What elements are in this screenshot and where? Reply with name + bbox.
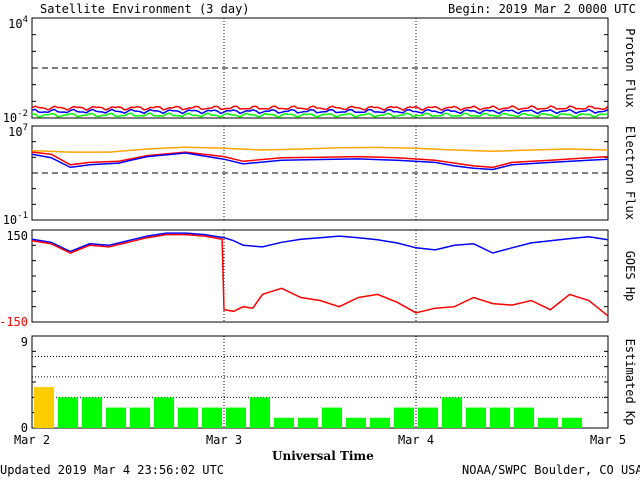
- proton-flux-panel: [31, 17, 609, 119]
- electron-flux-ylabel: Electron Flux: [623, 126, 637, 220]
- kp-bar: [490, 407, 510, 428]
- electron-flux-series-line: [31, 151, 609, 169]
- kp-bar: [322, 407, 342, 428]
- kp-bar: [298, 417, 318, 428]
- electron-flux-frame: [31, 125, 609, 221]
- goes-hp-panel: [31, 229, 609, 323]
- kp-bar: [538, 417, 558, 428]
- proton-flux-tick-top: 104: [8, 15, 28, 31]
- electron-flux-series-line: [31, 146, 609, 153]
- proton-flux-frame: [31, 17, 609, 119]
- kp-bar: [202, 407, 222, 428]
- goes-hp-frame: [31, 229, 609, 323]
- kp-bar: [82, 397, 102, 428]
- kp-bar: [178, 407, 198, 428]
- x-tick-label: Mar 5: [590, 433, 626, 447]
- x-tick-label: Mar 4: [398, 433, 434, 447]
- kp-bar: [34, 387, 54, 428]
- kp-bar: [562, 417, 582, 428]
- kp-bar: [154, 397, 174, 428]
- electron-flux-tick-top: 107: [8, 123, 28, 139]
- updated-time: Updated 2019 Mar 4 23:56:02 UTC: [0, 463, 224, 477]
- kp-bar: [274, 417, 294, 428]
- goes-hp-series-line: [31, 232, 609, 254]
- chart-title: Satellite Environment (3 day): [40, 2, 250, 16]
- goes-hp-tick-top: 150: [6, 229, 28, 243]
- estimated-kp-tick-bottom: 0: [21, 421, 28, 435]
- kp-bar: [58, 397, 78, 428]
- kp-bar: [106, 407, 126, 428]
- kp-bar: [418, 407, 438, 428]
- estimated-kp-tick-top: 9: [21, 335, 28, 349]
- goes-hp-tick-bottom: -150: [0, 315, 28, 329]
- kp-bar: [514, 407, 534, 428]
- x-tick-label: Mar 2: [14, 433, 50, 447]
- begin-time: Begin: 2019 Mar 2 0000 UTC: [448, 2, 636, 16]
- estimated-kp-ylabel: Estimated Kp: [623, 339, 637, 426]
- proton-flux-series-line: [31, 105, 609, 111]
- kp-bar: [346, 417, 366, 428]
- proton-flux-series-line: [31, 112, 609, 119]
- kp-bar: [226, 407, 246, 428]
- x-tick-label: Mar 3: [206, 433, 242, 447]
- electron-flux-tick-bottom: 10-1: [3, 211, 28, 227]
- kp-bar: [466, 407, 486, 428]
- proton-flux-series-line: [31, 108, 609, 115]
- electron-flux-series-line: [31, 152, 609, 171]
- proton-flux-ylabel: Proton Flux: [623, 28, 637, 107]
- kp-bar: [370, 417, 390, 428]
- kp-bar: [394, 407, 414, 428]
- estimated-kp-panel: [31, 335, 609, 429]
- kp-bar: [130, 407, 150, 428]
- credit-label: NOAA/SWPC Boulder, CO USA: [462, 463, 640, 477]
- x-axis-label: Universal Time: [272, 449, 374, 463]
- kp-bar: [250, 397, 270, 428]
- electron-flux-panel: [31, 125, 609, 221]
- kp-bar: [442, 397, 462, 428]
- goes-hp-ylabel: GOES Hp: [623, 251, 637, 302]
- goes-hp-series-line: [31, 233, 609, 317]
